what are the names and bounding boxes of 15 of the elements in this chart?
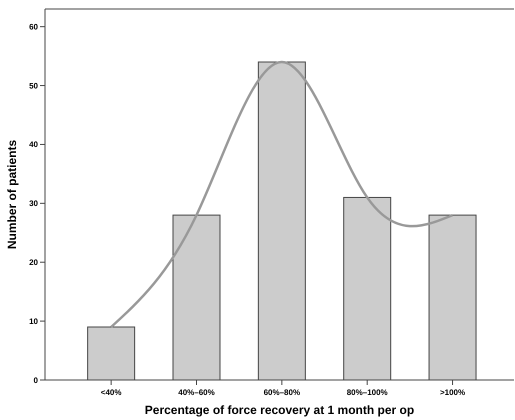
y-tick-label: 10 xyxy=(29,316,39,326)
y-tick-label: 50 xyxy=(29,81,39,90)
x-tick-label: 80%–100% xyxy=(346,388,388,397)
y-tick-label: 30 xyxy=(29,199,39,208)
y-tick-label: 0 xyxy=(34,376,39,385)
y-axis-title: Number of patients xyxy=(5,140,19,250)
y-tick-label: 60 xyxy=(29,22,39,32)
x-tick-label: >100% xyxy=(440,388,466,397)
line-series xyxy=(110,60,454,328)
y-tick-label: 40 xyxy=(29,140,39,150)
x-tick-label: <40% xyxy=(100,388,122,397)
x-tick-label: 60%–80% xyxy=(264,388,300,397)
x-tick-label: 40%–60% xyxy=(178,388,215,397)
y-tick-label: 20 xyxy=(29,258,39,268)
x-axis-title: Percentage of force recovery at 1 month per op xyxy=(144,403,414,417)
